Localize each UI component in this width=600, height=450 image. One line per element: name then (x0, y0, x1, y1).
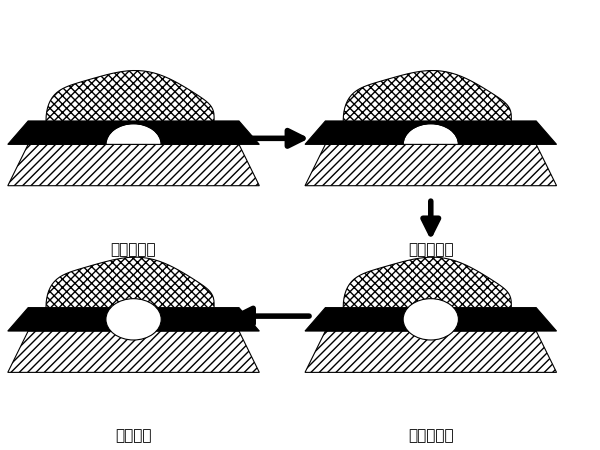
Text: 上台阶开挖: 上台阶开挖 (111, 242, 157, 257)
Circle shape (403, 299, 458, 340)
Polygon shape (305, 144, 557, 186)
Polygon shape (8, 144, 259, 186)
Polygon shape (343, 257, 511, 308)
Polygon shape (46, 71, 214, 121)
Text: 下台阶开挖: 下台阶开挖 (408, 428, 454, 444)
Text: 支护完毕: 支护完毕 (115, 428, 152, 444)
Polygon shape (305, 308, 557, 331)
Text: 上台阶支护: 上台阶支护 (408, 242, 454, 257)
Polygon shape (8, 331, 259, 373)
Polygon shape (8, 121, 259, 144)
Circle shape (106, 299, 161, 340)
Polygon shape (46, 257, 214, 308)
Polygon shape (343, 71, 511, 121)
Wedge shape (106, 124, 161, 144)
Polygon shape (305, 331, 557, 373)
Polygon shape (305, 121, 557, 144)
Wedge shape (403, 124, 458, 144)
Polygon shape (8, 308, 259, 331)
